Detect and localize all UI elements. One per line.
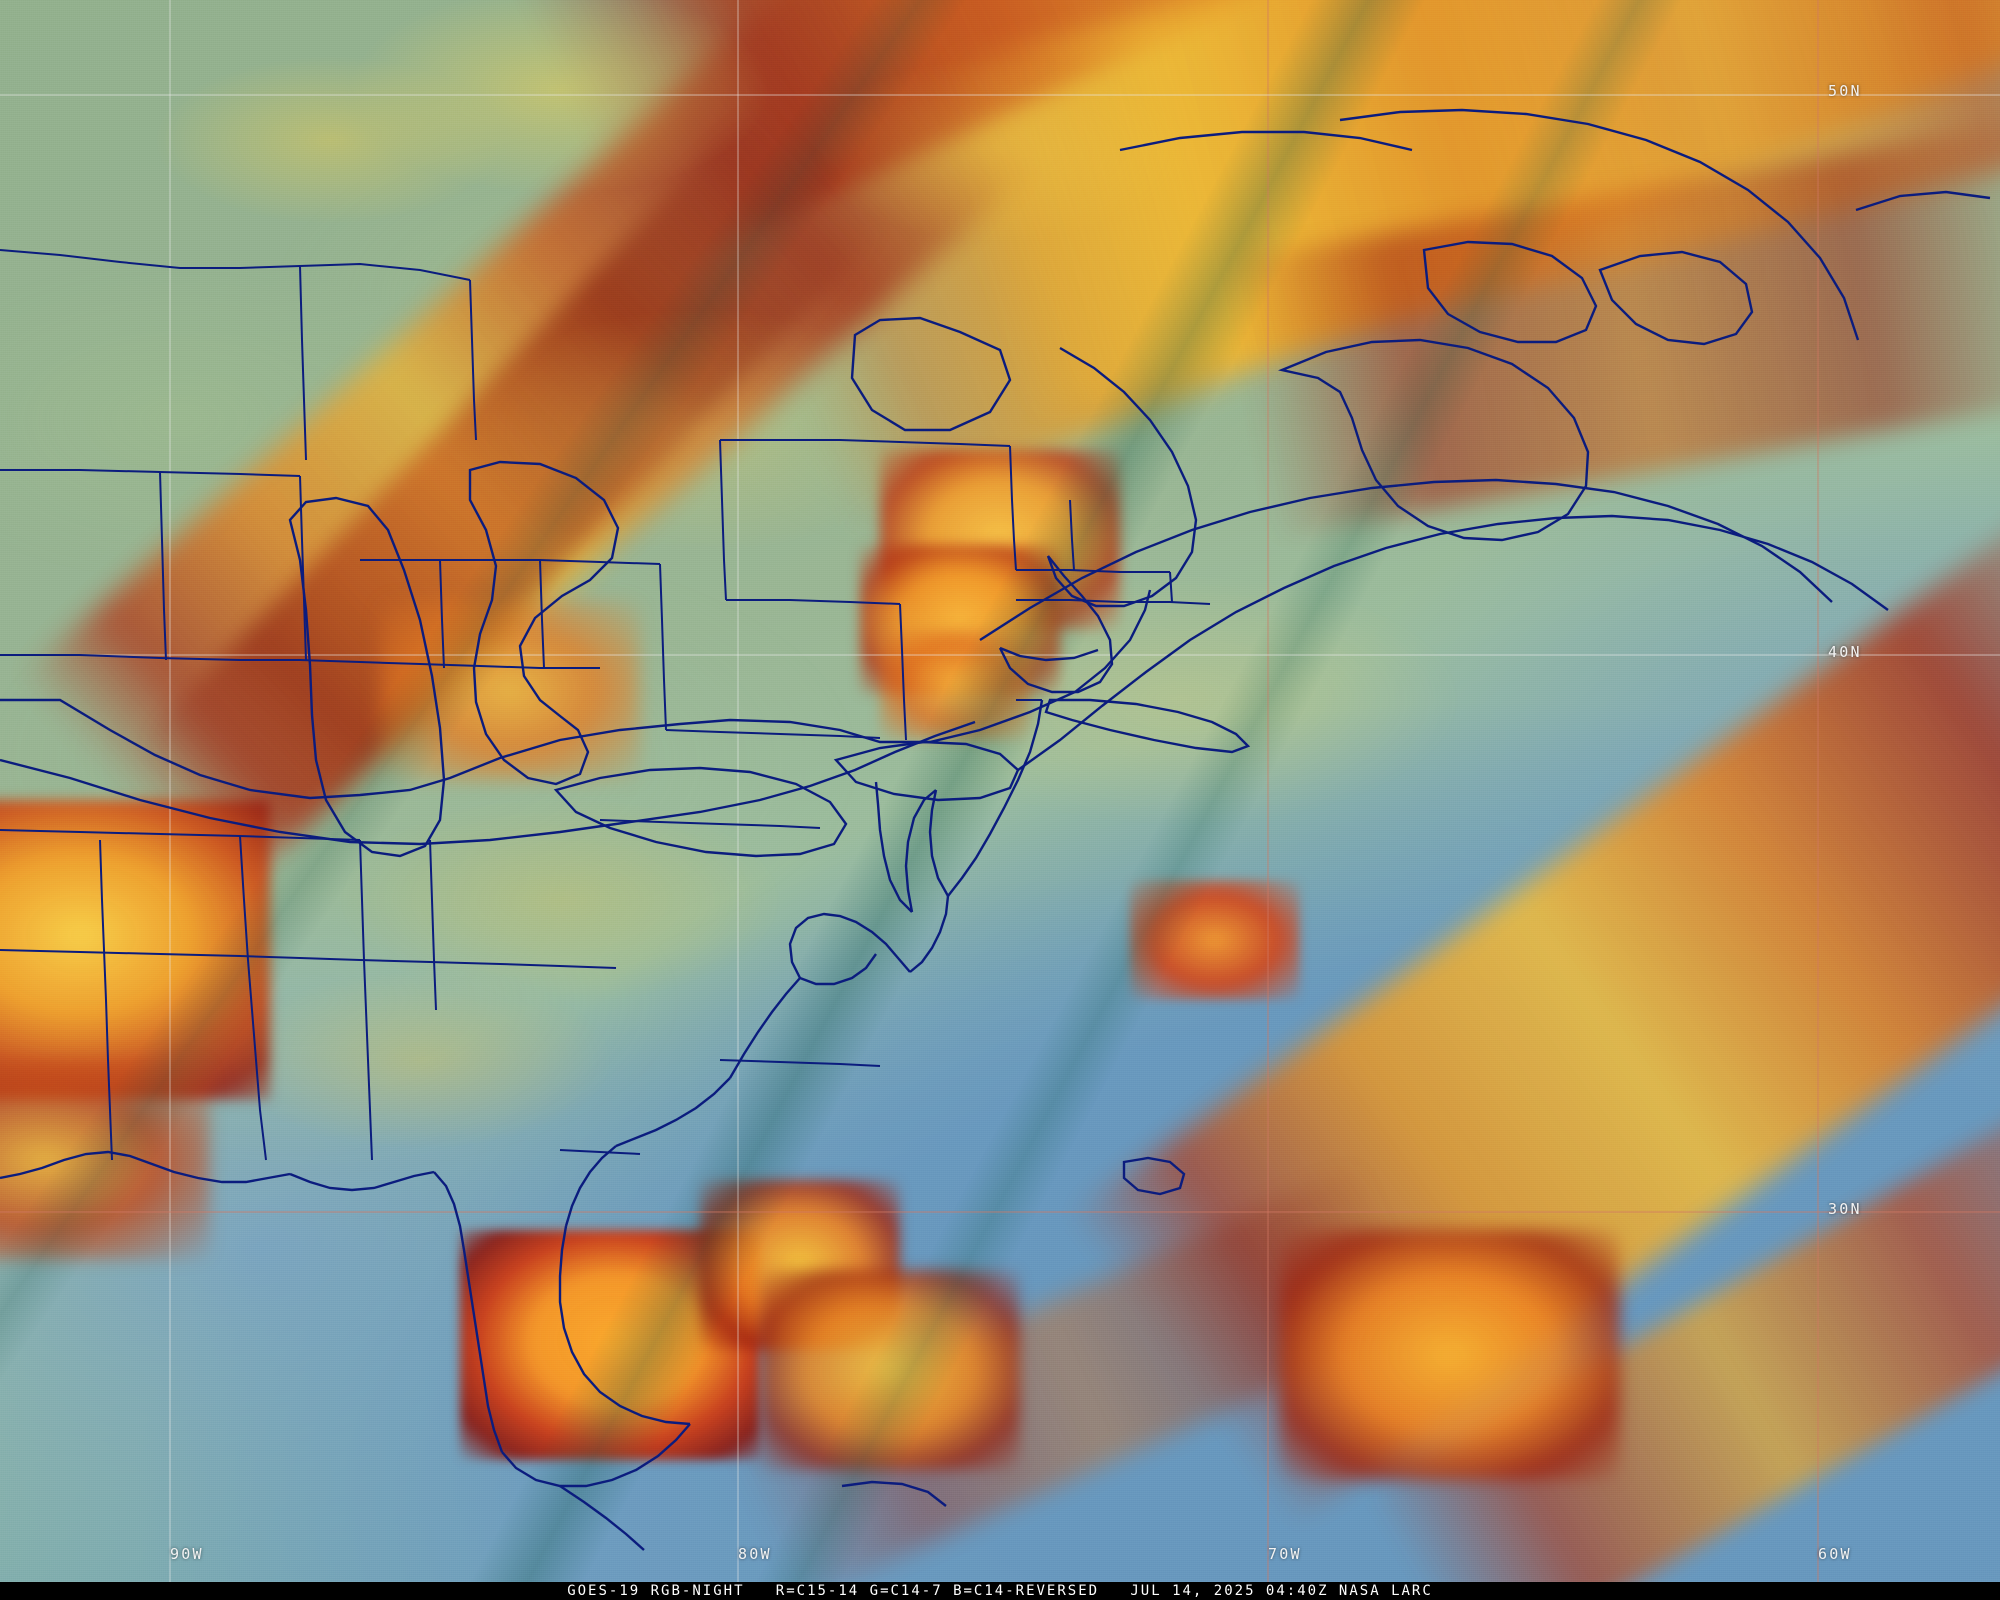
convective-cell-open-atlantic [1130,880,1300,1000]
florida-keys [559,1485,645,1551]
st-lawrence-south-shore [1017,514,1889,771]
florida-gulf-coast [433,1171,504,1453]
maine-coast [1046,346,1198,608]
lake-nipigon-outline [850,316,1012,432]
cape-breton-outline [1598,250,1754,346]
chesapeake-bay-east [904,789,937,913]
quebec-north-coast [1339,108,1860,341]
gulf-coast-louisiana [0,1150,291,1184]
image-caption-bar: GOES-19 RGB-NIGHT R=C15-14 G=C14-7 B=C14… [0,1582,2000,1600]
florida-panhandle-coast [289,1170,435,1192]
st-lawrence-north-shore [979,478,1833,642]
new-jersey-coast [947,699,1044,897]
lake-superior-south-shore [0,720,976,846]
bermuda-outline [1122,1156,1186,1196]
delaware-bay-west [928,789,950,897]
lake-ontario-outline [833,740,1020,802]
newfoundland-coast [1855,190,1991,212]
chesapeake-bay-west [874,781,913,913]
massachusetts-coast-cape-cod [998,555,1114,694]
convective-cell-bahamas [1280,1230,1620,1480]
coastlines-and-borders [0,108,1991,1551]
convective-cell-florida-east [760,1270,1020,1470]
nova-scotia-outline [1277,338,1590,542]
quebec-interior-border [1119,130,1413,152]
hampton-roads-coast [788,912,911,979]
north-carolina-coast [728,977,801,1079]
bahamas-outline [841,1480,947,1507]
south-carolina-coast [615,1077,731,1148]
south-florida-coast [501,1423,691,1488]
lake-michigan-outline [288,496,446,858]
us-state-borders [0,265,1211,1161]
florida-east-coast [558,1225,691,1426]
prince-edward-island-outline [1422,240,1598,344]
lake-erie-outline [553,766,848,858]
georgia-coast [564,1145,617,1227]
convective-system-lower-mississippi [0,800,270,1100]
lake-superior-north-shore [0,589,1152,800]
delmarva-tip [909,895,950,973]
cape-cod-hook [999,646,1099,662]
outer-banks-north [799,953,877,986]
convective-system-gulf-coast [0,1060,210,1260]
caption-text: GOES-19 RGB-NIGHT R=C15-14 G=C14-7 B=C14… [567,1583,1433,1599]
long-island-outline [1044,698,1251,754]
lake-huron-outline [468,460,620,786]
us-canada-border-west [0,249,471,281]
